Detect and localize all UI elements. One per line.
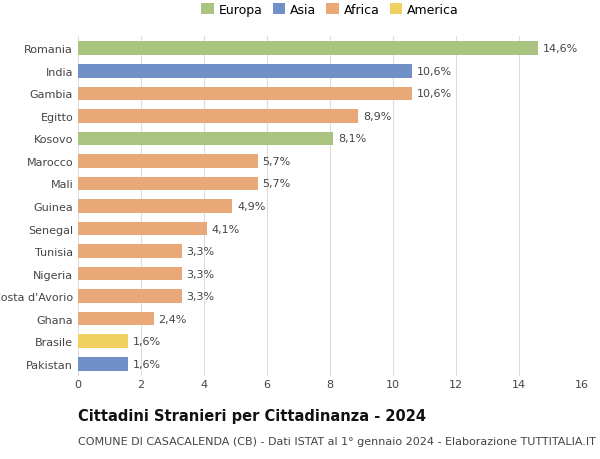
Text: 5,7%: 5,7%	[262, 179, 290, 189]
Text: COMUNE DI CASACALENDA (CB) - Dati ISTAT al 1° gennaio 2024 - Elaborazione TUTTIT: COMUNE DI CASACALENDA (CB) - Dati ISTAT …	[78, 436, 596, 446]
Text: 1,6%: 1,6%	[133, 336, 161, 347]
Text: 3,3%: 3,3%	[187, 246, 215, 257]
Text: 8,9%: 8,9%	[363, 112, 391, 122]
Text: 10,6%: 10,6%	[416, 67, 452, 77]
Bar	[78, 290, 182, 303]
Text: 10,6%: 10,6%	[416, 89, 452, 99]
Bar	[78, 87, 412, 101]
Bar	[78, 42, 538, 56]
Bar	[78, 110, 358, 123]
Bar	[78, 200, 232, 213]
Bar	[78, 245, 182, 258]
Text: 5,7%: 5,7%	[262, 157, 290, 167]
Bar	[78, 357, 128, 371]
Text: 2,4%: 2,4%	[158, 314, 187, 324]
Bar	[78, 267, 182, 281]
Bar	[78, 177, 257, 191]
Bar	[78, 65, 412, 78]
Bar	[78, 312, 154, 326]
Bar	[78, 222, 207, 236]
Bar	[78, 335, 128, 348]
Text: 4,1%: 4,1%	[212, 224, 240, 234]
Text: Cittadini Stranieri per Cittadinanza - 2024: Cittadini Stranieri per Cittadinanza - 2…	[78, 409, 426, 424]
Text: 3,3%: 3,3%	[187, 269, 215, 279]
Bar	[78, 132, 333, 146]
Text: 3,3%: 3,3%	[187, 291, 215, 302]
Text: 1,6%: 1,6%	[133, 359, 161, 369]
Text: 4,9%: 4,9%	[237, 202, 265, 212]
Text: 8,1%: 8,1%	[338, 134, 366, 144]
Legend: Europa, Asia, Africa, America: Europa, Asia, Africa, America	[196, 0, 464, 22]
Text: 14,6%: 14,6%	[542, 44, 578, 54]
Bar	[78, 155, 257, 168]
